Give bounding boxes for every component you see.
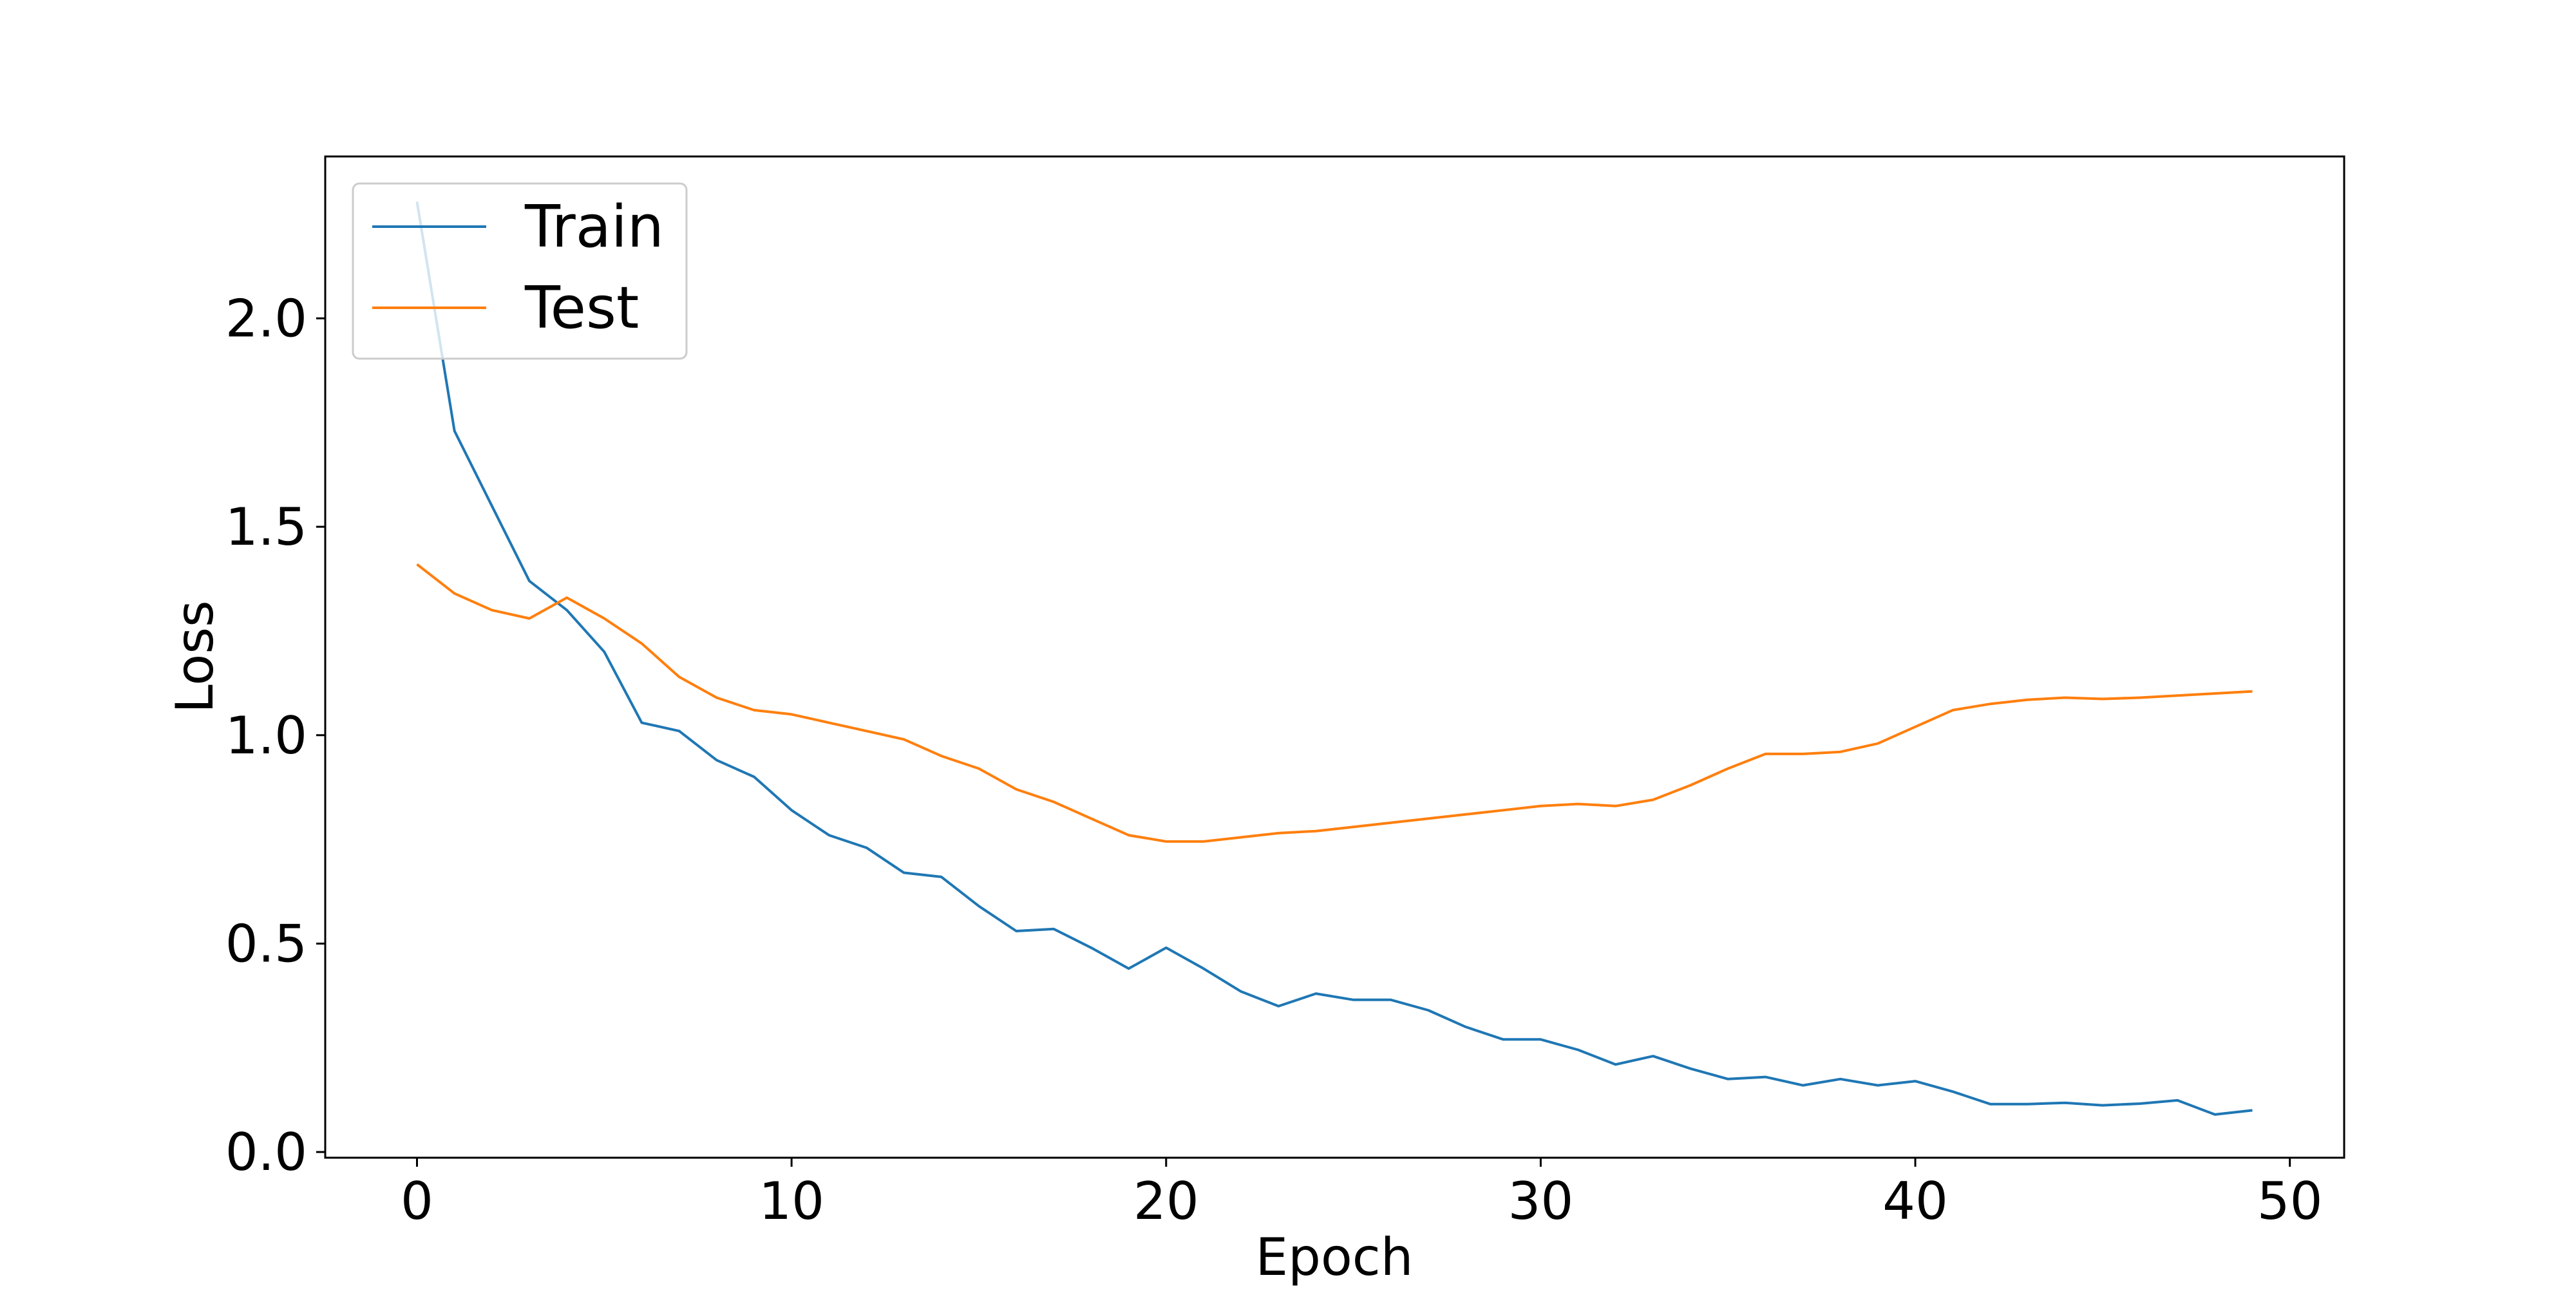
x-tick-label: 10 [759,1171,824,1231]
y-tick-label: 1.0 [225,706,307,766]
x-tick-label: 40 [1882,1171,1948,1231]
x-tick-label: 20 [1133,1171,1199,1231]
y-tick-label: 2.0 [225,288,307,348]
y-tick-label: 0.5 [225,914,307,974]
legend: Train Test [352,182,688,360]
y-tick-label: 1.5 [225,497,307,557]
y-axis-ticks: 0.0 0.5 1.0 1.5 2.0 [225,288,325,1182]
x-tick-label: 0 [401,1171,433,1231]
x-tick-label: 30 [1508,1171,1573,1231]
series-line-test [416,563,2253,843]
plot-frame [324,155,2345,1159]
x-tick-label: 50 [2257,1171,2323,1231]
legend-label-train: Train [524,193,664,261]
x-axis-ticks: 0 10 20 30 40 50 [401,1158,2323,1231]
y-tick-label: 0.0 [225,1122,307,1182]
series-line-train [415,201,2253,1116]
y-axis-label: Loss [165,600,225,713]
x-axis-label: Epoch [1256,1227,1414,1287]
series-layer [415,201,2253,1116]
legend-label-test: Test [524,274,639,342]
